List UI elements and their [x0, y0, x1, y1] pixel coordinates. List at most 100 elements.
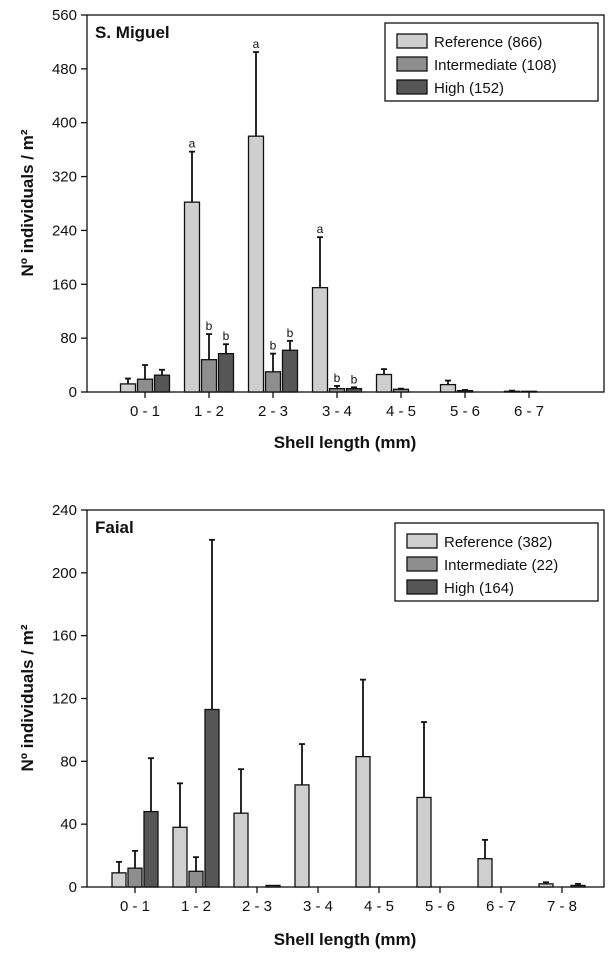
bar-high [570, 884, 586, 888]
bar-intermediate [392, 388, 410, 393]
y-tick-label: 160 [52, 276, 77, 293]
y-tick-label: 480 [52, 61, 77, 78]
x-tick-label: 5 - 6 [425, 898, 455, 915]
bar-intermediate [127, 867, 143, 888]
bar-high [143, 810, 159, 888]
x-tick-label: 3 - 4 [322, 403, 352, 420]
bar-intermediate [328, 387, 346, 393]
x-tick-label: 5 - 6 [450, 403, 480, 420]
bar-reference [233, 812, 249, 888]
legend: Reference (866) Intermediate (108) High … [384, 22, 599, 102]
y-tick-label: 80 [60, 753, 77, 770]
chart-title: S. Miguel [95, 23, 170, 42]
y-axis-title: Nº individuals / m² [18, 129, 37, 276]
bar-reference [439, 383, 457, 393]
legend-swatch-reference [406, 533, 438, 549]
x-tick-label: 6 - 7 [486, 898, 516, 915]
bar-reference [294, 784, 310, 888]
bar-group [111, 538, 586, 888]
significance-letter: b [351, 372, 358, 386]
y-tick-label: 40 [60, 816, 77, 833]
legend-swatch-high [406, 579, 438, 595]
legend-swatch-reference [396, 33, 428, 49]
x-axis-title: Shell length (mm) [274, 433, 417, 452]
significance-letter: a [317, 222, 324, 236]
legend-label-high: High (164) [444, 580, 514, 597]
y-tick-label: 240 [52, 222, 77, 239]
x-tick-label: 0 - 1 [130, 403, 160, 420]
significance-letter: b [223, 329, 230, 343]
legend-label-reference: Reference (382) [444, 534, 552, 551]
x-tick-label: 6 - 7 [514, 403, 544, 420]
bar-intermediate [200, 359, 218, 393]
bar-reference [119, 383, 137, 393]
bar-intermediate [188, 870, 204, 888]
bar-intermediate [520, 390, 538, 393]
x-axis-title: Shell length (mm) [274, 930, 417, 949]
legend-label-high: High (152) [434, 80, 504, 97]
bar-reference [477, 858, 493, 888]
legend-box [394, 522, 599, 602]
bar-reference [172, 826, 188, 888]
x-ticks: 0 - 1 1 - 2 2 - 3 3 - 4 4 - 5 5 - 6 6 - 7 [130, 392, 544, 420]
x-tick-label: 0 - 1 [120, 898, 150, 915]
x-tick-label: 7 - 8 [547, 898, 577, 915]
y-tick-label: 240 [52, 502, 77, 519]
y-ticks: 0 40 80 120 160 200 240 [52, 502, 87, 896]
y-tick-label: 320 [52, 169, 77, 186]
x-tick-label: 2 - 3 [258, 403, 288, 420]
y-tick-label: 0 [69, 384, 77, 401]
x-tick-label: 4 - 5 [364, 898, 394, 915]
bar-high [153, 374, 171, 393]
chart-panel-faial: Faial Nº individuals / m² Shell length (… [18, 502, 605, 949]
bar-high [281, 349, 299, 393]
plot-frame [86, 14, 605, 393]
significance-letter: a [189, 137, 196, 151]
legend-swatch-intermediate [406, 556, 438, 572]
bar-reference [311, 287, 329, 393]
x-tick-label: 1 - 2 [181, 898, 211, 915]
bar-high [265, 884, 281, 888]
y-tick-label: 200 [52, 565, 77, 582]
chart-panel-s-miguel: S. Miguel Nº individuals / m² Shell leng… [18, 7, 605, 452]
y-ticks: 0 80 160 240 320 400 480 560 [52, 7, 87, 401]
y-tick-label: 160 [52, 628, 77, 645]
chart-title: Faial [95, 518, 134, 537]
legend: Reference (382) Intermediate (22) High (… [394, 522, 599, 602]
x-tick-label: 3 - 4 [303, 898, 333, 915]
y-tick-label: 400 [52, 115, 77, 132]
x-ticks: 0 - 1 1 - 2 2 - 3 3 - 4 4 - 5 5 - 6 6 - 7 7 - 8 [120, 887, 577, 915]
legend-swatch-high [396, 79, 428, 95]
x-tick-label: 4 - 5 [386, 403, 416, 420]
y-tick-label: 80 [60, 330, 77, 347]
y-tick-label: 120 [52, 691, 77, 708]
legend-box [384, 22, 599, 102]
bar-reference [247, 135, 265, 393]
bar-intermediate [264, 371, 282, 393]
significance-letter: a [253, 37, 260, 51]
bar-intermediate [136, 378, 154, 393]
y-tick-label: 560 [52, 7, 77, 24]
y-axis-title: Nº individuals / m² [18, 624, 37, 771]
x-tick-label: 2 - 3 [242, 898, 272, 915]
significance-letter: b [206, 319, 213, 333]
bar-high [217, 352, 235, 393]
significance-letter: b [287, 326, 294, 340]
bar-high [345, 387, 363, 393]
legend-label-intermediate: Intermediate (22) [444, 557, 558, 574]
significance-letter: b [270, 339, 277, 353]
bar-reference [183, 201, 201, 393]
legend-swatch-intermediate [396, 56, 428, 72]
x-tick-label: 1 - 2 [194, 403, 224, 420]
bar-reference [375, 373, 393, 393]
bar-high [204, 708, 220, 888]
bar-reference [355, 755, 371, 888]
legend-label-reference: Reference (866) [434, 34, 542, 51]
bar-reference [416, 796, 432, 888]
significance-letter: b [334, 371, 341, 385]
legend-label-intermediate: Intermediate (108) [434, 57, 557, 74]
bar-reference [111, 872, 127, 888]
y-tick-label: 0 [69, 879, 77, 896]
